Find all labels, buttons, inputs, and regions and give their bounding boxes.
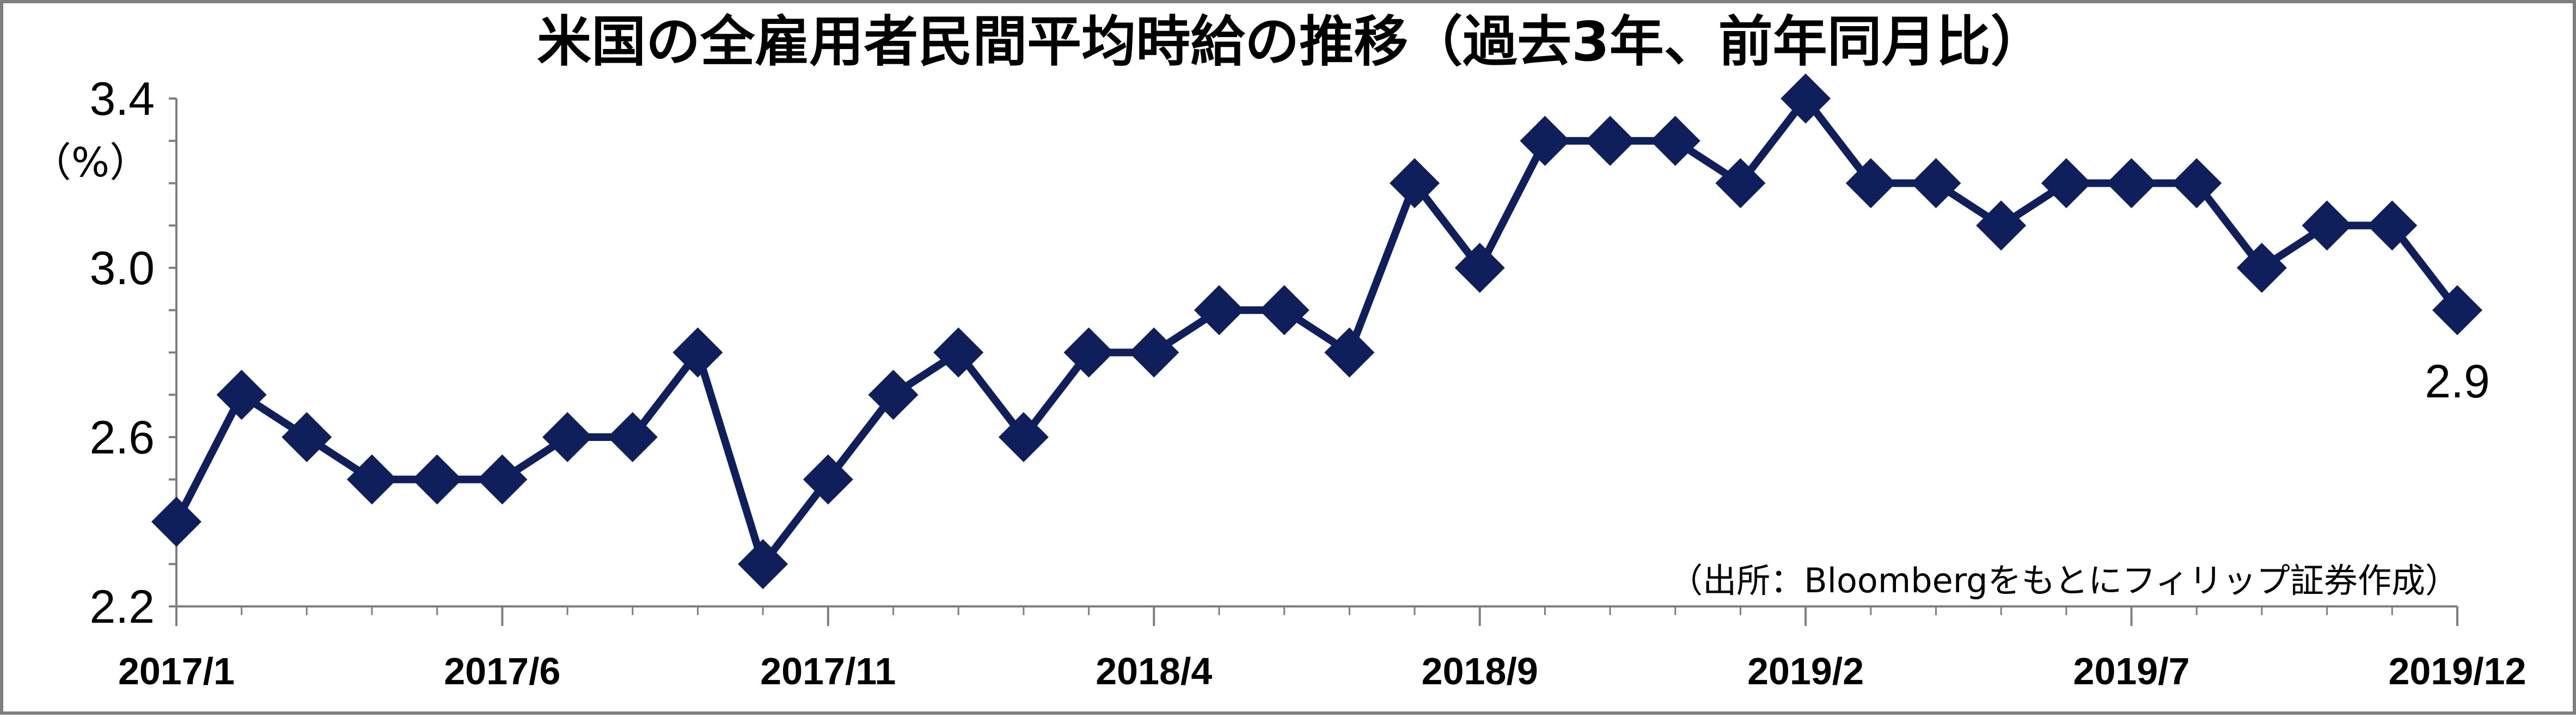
data-point xyxy=(1911,158,1961,208)
x-tick-label: 2017/1 xyxy=(118,650,235,692)
data-point xyxy=(1976,200,2027,251)
data-point xyxy=(2236,243,2287,293)
series-line xyxy=(173,95,2461,568)
data-point xyxy=(933,327,984,378)
data-point xyxy=(2302,200,2352,251)
x-tick-label: 2019/2 xyxy=(1747,650,1864,692)
x-tick-label: 2019/7 xyxy=(2073,650,2190,692)
x-tick-labels: 2017/1 2017/6 2017/11 2018/4 2018/9 2019/2 201… xyxy=(118,650,2526,692)
y-tick-label: 2.6 xyxy=(89,412,155,464)
x-tick-label: 2018/9 xyxy=(1422,650,1538,692)
chart-title: 米国の全雇用者民間平均時給の推移（過去3年、前年同月比） xyxy=(537,10,2045,73)
data-point xyxy=(1063,327,1114,378)
y-tick-labels: 2.2 2.6 3.0 3.4 xyxy=(89,73,155,633)
data-point xyxy=(282,412,332,462)
data-point xyxy=(1845,158,1896,208)
data-point xyxy=(998,412,1049,462)
data-point xyxy=(1129,327,1179,378)
data-label-last: 2.9 xyxy=(2425,355,2490,408)
data-point xyxy=(412,454,462,505)
data-point xyxy=(2106,158,2157,208)
y-unit-label: （%） xyxy=(31,139,150,186)
data-point xyxy=(672,327,723,378)
data-point xyxy=(1780,73,1831,124)
data-point xyxy=(1520,115,1570,166)
series-group: 2.9 xyxy=(151,73,2490,590)
data-point xyxy=(738,539,788,590)
data-point xyxy=(216,370,267,420)
data-point xyxy=(542,412,593,462)
y-tick-label: 2.2 xyxy=(89,581,155,633)
data-point xyxy=(2171,158,2222,208)
y-tick-label: 3.4 xyxy=(89,73,155,125)
y-tick-label: 3.0 xyxy=(89,242,155,294)
x-tick-label: 2019/12 xyxy=(2388,650,2526,692)
data-point xyxy=(2432,285,2482,335)
data-point xyxy=(2367,200,2418,251)
data-point xyxy=(1194,285,1244,335)
data-point xyxy=(347,454,397,505)
x-tick-label: 2017/6 xyxy=(444,650,560,692)
line-chart: 米国の全雇用者民間平均時給の推移（過去3年、前年同月比） （%） （出所：Blo… xyxy=(31,10,2526,692)
data-point xyxy=(1650,115,1700,166)
x-tick-label: 2017/11 xyxy=(760,650,896,692)
x-tick-label: 2018/4 xyxy=(1096,650,1212,692)
data-point xyxy=(1715,158,1766,208)
source-note: （出所：Bloombergをもとにフィリップ証券作成） xyxy=(1669,561,2459,600)
data-point xyxy=(2041,158,2091,208)
data-point xyxy=(1454,243,1505,293)
data-point xyxy=(1390,158,1440,208)
data-point xyxy=(1585,115,1636,166)
data-point xyxy=(607,412,658,462)
data-point xyxy=(868,370,919,420)
data-point xyxy=(477,454,528,505)
data-point xyxy=(803,454,853,505)
data-point xyxy=(1324,327,1375,378)
data-point xyxy=(1259,285,1310,335)
data-point xyxy=(151,496,201,547)
